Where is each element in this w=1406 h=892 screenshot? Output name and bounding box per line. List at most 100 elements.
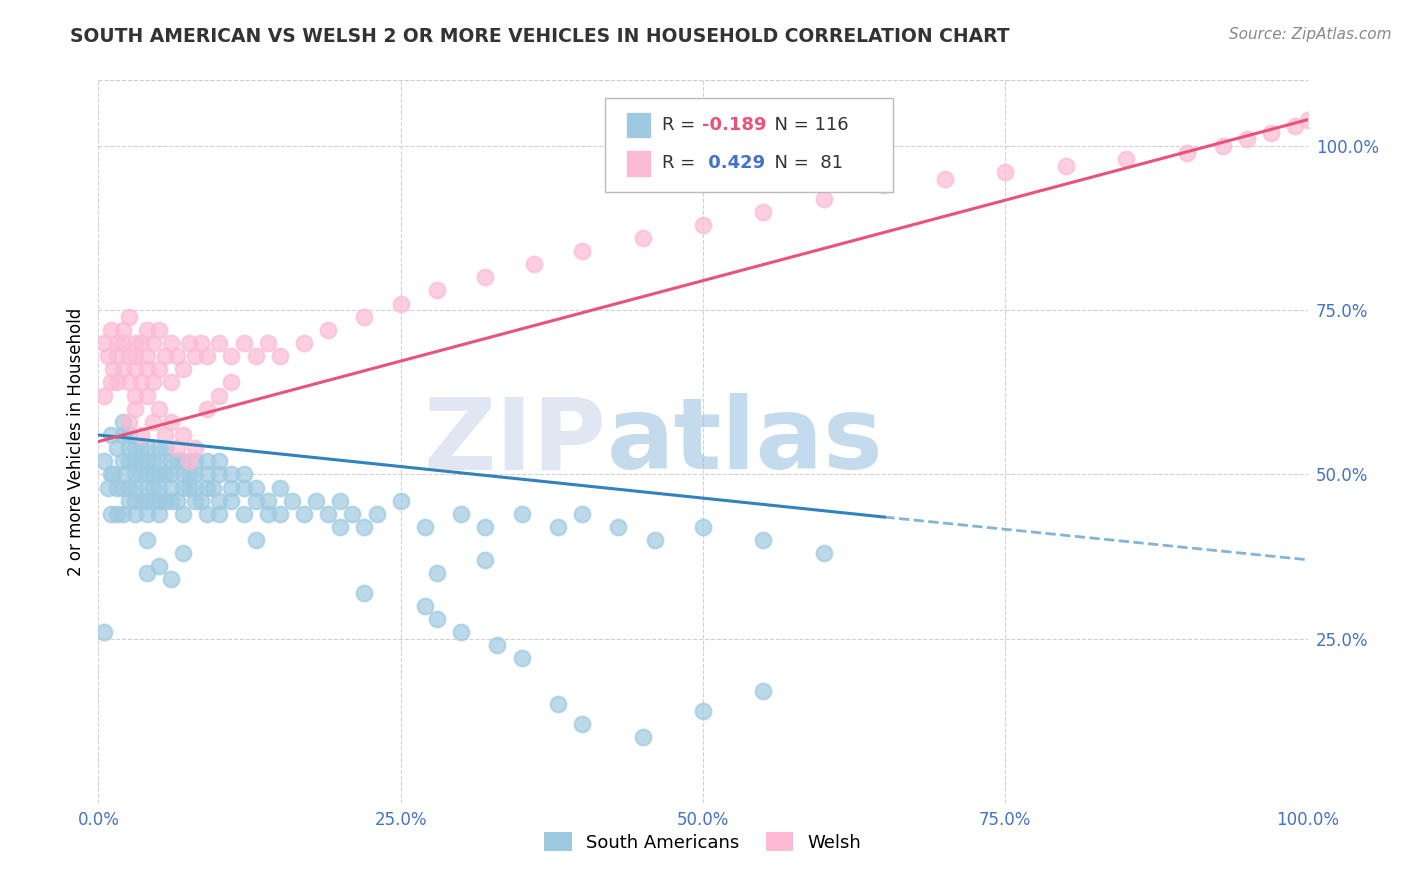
Point (547, 698, 569, 712)
Point (118, 454, 141, 468)
Point (195, 401, 218, 416)
Point (426, 284, 449, 298)
Text: Source: ZipAtlas.com: Source: ZipAtlas.com (1229, 27, 1392, 42)
Point (100, 428, 122, 442)
Point (124, 493, 146, 508)
Point (450, 625, 472, 640)
Point (292, 507, 315, 521)
Point (208, 454, 231, 468)
Point (571, 244, 593, 258)
Point (1284, 120, 1306, 134)
Point (118, 310, 141, 324)
Point (135, 362, 157, 376)
Point (153, 467, 176, 482)
Point (135, 481, 157, 495)
Point (208, 467, 231, 482)
Point (232, 467, 254, 482)
Text: -0.189: -0.189 (702, 116, 766, 134)
Point (129, 493, 152, 508)
Point (184, 481, 207, 495)
Point (208, 507, 231, 521)
Point (142, 493, 165, 508)
Point (184, 454, 207, 468)
Point (160, 415, 183, 429)
Point (101, 467, 124, 482)
Point (232, 507, 254, 521)
Point (245, 493, 267, 508)
Point (160, 376, 183, 390)
Point (111, 454, 134, 468)
Point (190, 493, 212, 508)
Point (148, 401, 170, 416)
Point (547, 520, 569, 534)
Y-axis label: 2 or more Vehicles in Household: 2 or more Vehicles in Household (66, 308, 84, 575)
Point (124, 441, 146, 455)
Point (166, 441, 188, 455)
Point (752, 533, 775, 547)
Point (93, 336, 115, 351)
Point (135, 566, 157, 580)
Point (221, 349, 243, 363)
Point (118, 376, 141, 390)
Text: N = 116: N = 116 (763, 116, 849, 134)
Point (934, 171, 956, 186)
Point (184, 493, 207, 508)
Point (413, 520, 436, 534)
Point (100, 376, 122, 390)
Point (148, 507, 170, 521)
Point (813, 546, 835, 560)
Point (221, 481, 243, 495)
Point (221, 493, 243, 508)
Point (124, 336, 146, 351)
Point (1175, 145, 1198, 160)
Point (329, 493, 352, 508)
Point (124, 349, 146, 363)
Point (1054, 159, 1077, 173)
Point (105, 507, 128, 521)
Point (1260, 126, 1282, 140)
Point (101, 362, 124, 376)
Point (1115, 152, 1137, 166)
Point (269, 481, 291, 495)
Point (389, 493, 412, 508)
Point (93, 454, 115, 468)
Point (474, 553, 496, 567)
Point (129, 467, 152, 482)
Point (184, 467, 207, 482)
Point (195, 454, 218, 468)
Point (172, 507, 194, 521)
Point (172, 546, 194, 560)
Point (256, 493, 278, 508)
Point (135, 454, 157, 468)
Point (153, 493, 176, 508)
Point (93, 388, 115, 402)
Point (195, 507, 218, 521)
Point (97, 349, 120, 363)
Point (142, 376, 165, 390)
Point (124, 454, 146, 468)
Point (135, 493, 157, 508)
Point (631, 730, 654, 744)
Point (135, 323, 157, 337)
Point (292, 336, 315, 351)
Point (571, 507, 593, 521)
Point (142, 454, 165, 468)
Point (148, 559, 170, 574)
Point (166, 349, 188, 363)
Point (93, 625, 115, 640)
Point (269, 349, 291, 363)
Point (135, 507, 157, 521)
Point (190, 336, 212, 351)
Point (111, 481, 134, 495)
Point (135, 441, 157, 455)
Point (342, 507, 364, 521)
Point (523, 257, 546, 271)
Point (111, 507, 134, 521)
Point (1212, 139, 1234, 153)
Point (100, 323, 122, 337)
Point (142, 336, 165, 351)
Point (366, 507, 388, 521)
Point (105, 376, 128, 390)
Point (153, 428, 176, 442)
Point (208, 493, 231, 508)
